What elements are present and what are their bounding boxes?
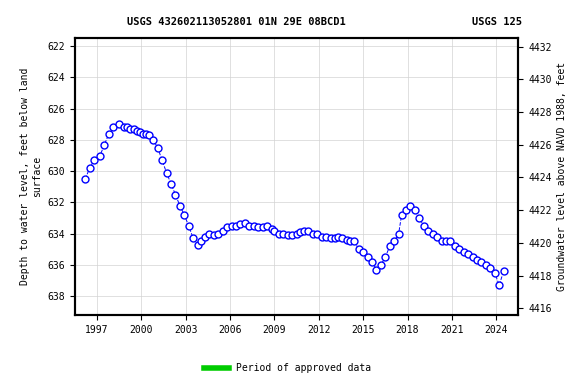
Y-axis label: Depth to water level, feet below land
surface: Depth to water level, feet below land su… (20, 68, 42, 285)
Text: USGS 432602113052801 01N 29E 08BCD1: USGS 432602113052801 01N 29E 08BCD1 (127, 17, 346, 27)
Text: USGS 125: USGS 125 (472, 17, 522, 27)
Y-axis label: Groundwater level above NAVD 1988, feet: Groundwater level above NAVD 1988, feet (557, 62, 567, 291)
Legend: Period of approved data: Period of approved data (200, 359, 376, 377)
